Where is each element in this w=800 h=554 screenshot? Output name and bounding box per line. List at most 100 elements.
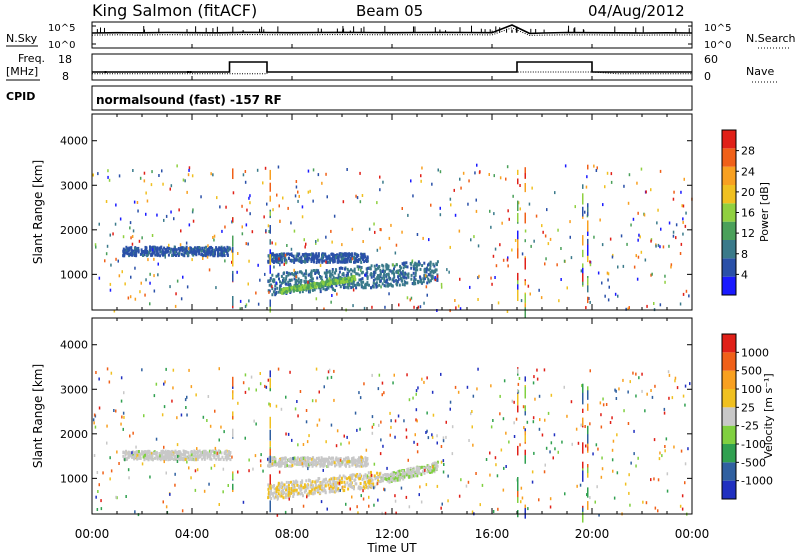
data-cell bbox=[612, 253, 614, 257]
data-cell bbox=[428, 280, 431, 284]
data-cell bbox=[323, 271, 326, 275]
data-cell bbox=[135, 250, 138, 254]
data-cell bbox=[646, 304, 648, 308]
data-cell bbox=[304, 456, 307, 460]
data-cell bbox=[624, 482, 627, 486]
data-cell bbox=[325, 279, 328, 283]
data-cell bbox=[310, 490, 313, 494]
data-cell bbox=[372, 281, 375, 285]
data-cell bbox=[318, 258, 321, 262]
colorbar-tick-label: 8 bbox=[741, 248, 748, 261]
data-cell bbox=[360, 256, 363, 259]
data-cell bbox=[183, 450, 186, 454]
data-cell bbox=[268, 290, 270, 294]
data-cell bbox=[145, 246, 148, 250]
data-cell bbox=[296, 483, 299, 487]
data-cell bbox=[384, 511, 387, 515]
data-cell bbox=[269, 455, 271, 463]
data-cell bbox=[212, 449, 215, 453]
data-cell bbox=[164, 453, 167, 457]
data-cell bbox=[395, 511, 397, 515]
data-cell bbox=[666, 489, 669, 493]
data-cell bbox=[296, 271, 299, 275]
data-cell bbox=[313, 283, 316, 287]
data-cell bbox=[304, 260, 307, 264]
data-cell bbox=[336, 481, 339, 485]
data-cell bbox=[275, 487, 278, 491]
data-cell bbox=[587, 238, 589, 245]
data-cell bbox=[223, 430, 225, 434]
colorbar-tick-label: 500 bbox=[741, 365, 762, 378]
data-cell bbox=[342, 200, 345, 204]
data-cell bbox=[416, 233, 419, 236]
data-cell bbox=[513, 421, 515, 425]
data-cell bbox=[363, 382, 365, 386]
data-cell bbox=[372, 274, 375, 278]
data-cell bbox=[407, 458, 409, 462]
data-cell bbox=[384, 488, 386, 492]
data-cell bbox=[307, 190, 310, 194]
data-cell bbox=[671, 396, 674, 400]
data-cell bbox=[129, 295, 132, 299]
data-cell bbox=[321, 284, 324, 288]
data-cell bbox=[275, 258, 278, 262]
data-cell bbox=[350, 460, 353, 464]
data-cell bbox=[637, 456, 639, 460]
data-cell bbox=[306, 440, 309, 444]
data-cell bbox=[290, 488, 293, 492]
data-cell bbox=[98, 276, 101, 280]
data-cell bbox=[115, 257, 117, 261]
data-cell bbox=[564, 164, 567, 168]
data-cell bbox=[312, 463, 314, 467]
data-cell bbox=[127, 450, 130, 454]
data-cell bbox=[288, 256, 290, 260]
data-cell bbox=[524, 508, 526, 519]
data-cell bbox=[297, 254, 300, 258]
data-cell bbox=[687, 447, 689, 451]
data-cell bbox=[494, 247, 497, 251]
data-cell bbox=[283, 491, 286, 495]
data-cell bbox=[402, 266, 405, 270]
data-cell bbox=[118, 462, 120, 465]
beam-title: Beam 05 bbox=[356, 2, 423, 20]
data-cell bbox=[306, 463, 309, 467]
data-cell bbox=[405, 495, 408, 499]
colorbar-segment bbox=[722, 276, 736, 295]
data-cell bbox=[271, 252, 274, 256]
data-cell bbox=[391, 284, 393, 288]
data-cell bbox=[365, 260, 368, 263]
data-cell bbox=[610, 172, 613, 176]
data-cell bbox=[242, 173, 245, 177]
y-tick-label: 3000 bbox=[60, 383, 88, 396]
data-cell bbox=[299, 487, 302, 491]
data-cell bbox=[299, 492, 302, 496]
data-cell bbox=[428, 273, 431, 277]
data-cell bbox=[330, 375, 333, 379]
data-cell bbox=[393, 477, 396, 481]
data-cell bbox=[242, 500, 245, 504]
colorbar-tick-label: -1000 bbox=[741, 475, 773, 488]
data-cell bbox=[436, 274, 439, 278]
data-cell bbox=[269, 239, 271, 245]
data-cell bbox=[302, 504, 305, 508]
data-cell bbox=[613, 496, 616, 500]
data-cell bbox=[338, 481, 341, 485]
data-cell bbox=[123, 254, 126, 258]
data-cell bbox=[266, 202, 268, 206]
data-cell bbox=[164, 248, 167, 252]
data-cell bbox=[242, 381, 245, 385]
data-cell bbox=[136, 201, 139, 204]
data-cell bbox=[347, 461, 350, 465]
data-cell bbox=[175, 248, 178, 252]
data-cell bbox=[353, 267, 356, 271]
data-cell bbox=[477, 276, 479, 280]
data-cell bbox=[614, 292, 617, 296]
data-cell bbox=[414, 278, 417, 282]
data-cell bbox=[360, 266, 363, 269]
data-cell bbox=[297, 190, 299, 194]
data-cell bbox=[587, 277, 589, 285]
power-colorbar-label: Power [dB] bbox=[758, 182, 771, 242]
data-cell bbox=[323, 479, 326, 483]
data-cell bbox=[397, 414, 400, 418]
data-cell bbox=[280, 481, 283, 485]
